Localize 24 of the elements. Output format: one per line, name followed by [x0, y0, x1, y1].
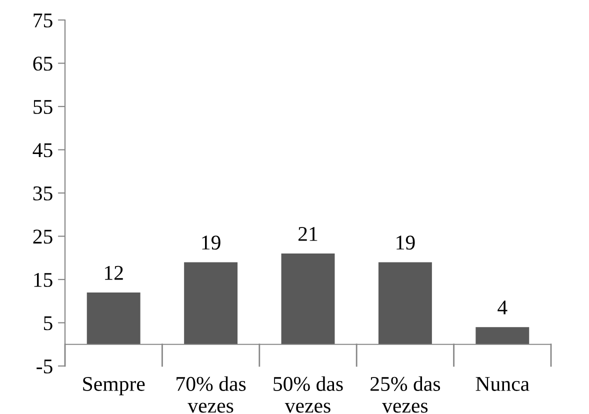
- y-tick-label: 35: [33, 186, 52, 200]
- bar: [86, 292, 140, 344]
- y-tick-label: 25: [33, 230, 52, 244]
- y-tick-label: -5: [36, 360, 52, 374]
- bar: [378, 262, 432, 344]
- x-tick-label: Nunca: [476, 377, 530, 391]
- x-tick-label: Sempre: [83, 376, 145, 396]
- y-tick-label: 5: [44, 316, 52, 330]
- x-tick-label: 50% das vezes: [274, 376, 343, 413]
- y-tick-label: 75: [34, 14, 52, 28]
- data-label: 12: [105, 266, 123, 280]
- data-label: 19: [202, 236, 220, 250]
- data-label: 19: [396, 236, 415, 250]
- x-tick-label: 70% das vezes: [176, 376, 246, 413]
- y-tick-label: 65: [33, 56, 52, 71]
- bar: [476, 327, 530, 344]
- x-tick-label: 25% das vezes: [370, 376, 440, 413]
- y-tick-label: 45: [32, 143, 52, 158]
- data-label: 4: [498, 300, 508, 314]
- y-tick-label: 15: [34, 272, 52, 287]
- y-tick-label: 55: [34, 100, 52, 114]
- bar: [281, 254, 335, 344]
- bar: [184, 262, 238, 344]
- data-label: 21: [298, 226, 318, 241]
